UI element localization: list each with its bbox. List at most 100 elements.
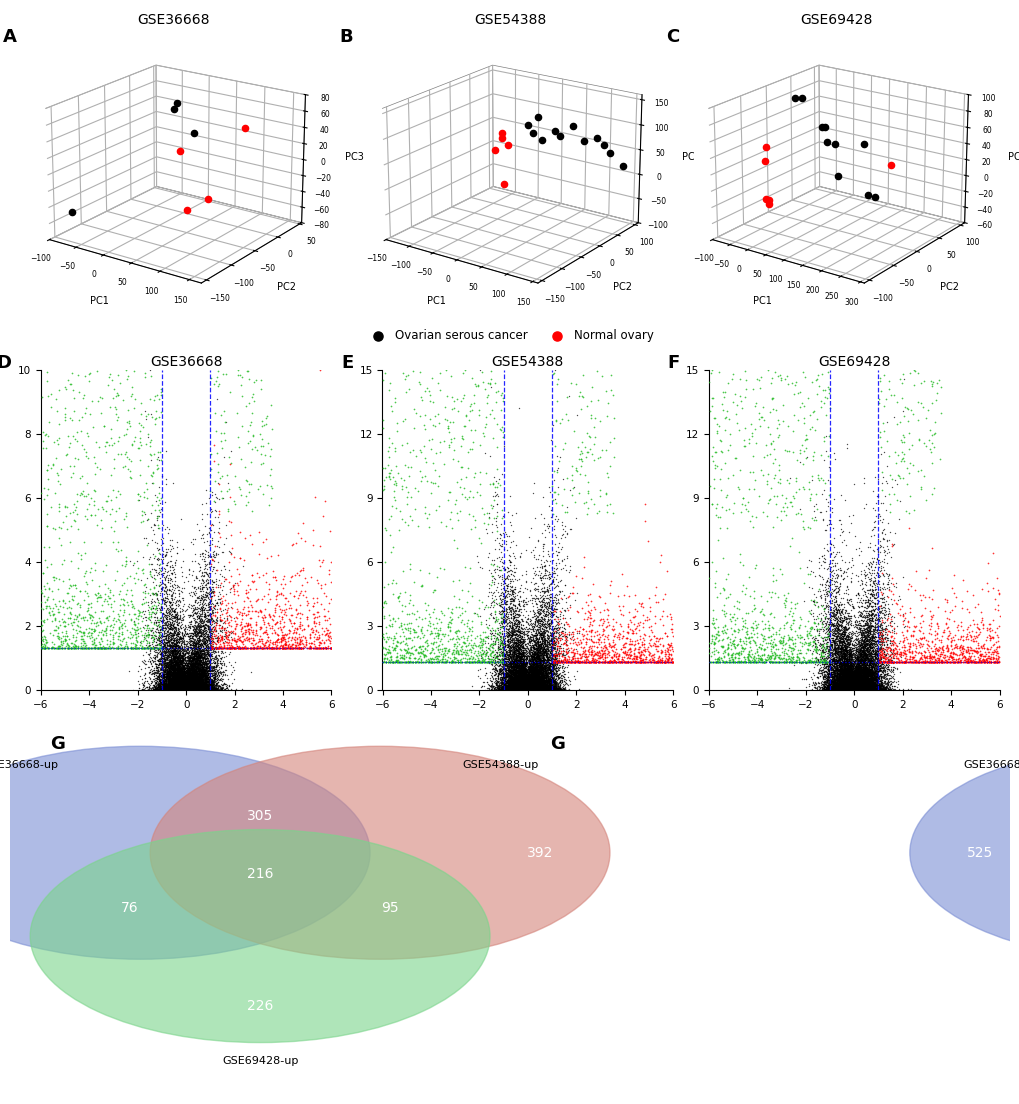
Point — [170, 679, 186, 697]
Point — [172, 678, 189, 696]
Point — [527, 681, 543, 699]
Point — [827, 593, 844, 611]
Point — [186, 675, 203, 692]
Point — [838, 609, 854, 627]
Point — [855, 676, 871, 693]
Point — [833, 678, 849, 696]
Point — [531, 625, 547, 643]
Point — [847, 680, 863, 698]
Point — [525, 677, 541, 694]
Point — [505, 677, 522, 694]
Point — [843, 681, 859, 699]
Point — [156, 656, 172, 673]
Point — [165, 679, 181, 697]
Point — [515, 666, 531, 683]
Point — [189, 650, 205, 668]
Point — [163, 660, 179, 678]
Point — [201, 578, 217, 596]
Point — [547, 646, 564, 664]
Point — [542, 678, 558, 696]
Point — [206, 582, 222, 599]
Point — [544, 634, 560, 651]
Point — [840, 680, 856, 698]
Point — [813, 546, 829, 564]
Point — [856, 675, 872, 692]
Point — [520, 680, 536, 698]
Point — [527, 665, 543, 682]
Point — [511, 680, 527, 698]
Point — [142, 661, 158, 679]
Point — [187, 659, 204, 677]
Point — [835, 645, 851, 662]
Point — [242, 394, 258, 412]
Point — [849, 657, 865, 675]
Point — [853, 646, 869, 664]
Point — [873, 634, 890, 651]
Point — [853, 679, 869, 697]
Point — [150, 681, 166, 699]
Point — [808, 650, 824, 668]
Point — [861, 654, 877, 671]
Point — [517, 681, 533, 699]
Point — [552, 603, 569, 620]
Point — [263, 639, 279, 657]
Point — [530, 671, 546, 689]
Point — [184, 679, 201, 697]
Point — [829, 680, 846, 698]
Point — [610, 646, 627, 664]
Point — [526, 626, 542, 644]
Point — [175, 646, 192, 664]
Point — [180, 622, 197, 639]
Point — [529, 681, 545, 699]
Point — [168, 678, 184, 696]
Point — [194, 587, 210, 605]
Point — [524, 673, 540, 691]
Point — [843, 656, 859, 673]
Point — [541, 679, 557, 697]
Point — [159, 556, 175, 574]
Point — [621, 640, 637, 658]
Point — [859, 643, 875, 660]
Point — [860, 655, 876, 672]
Point — [178, 680, 195, 698]
Point — [853, 681, 869, 699]
Point — [854, 677, 870, 694]
Point — [523, 659, 539, 677]
Point — [276, 639, 292, 657]
Point — [522, 677, 538, 694]
Point — [222, 455, 238, 473]
Point — [553, 657, 570, 675]
Point — [165, 680, 181, 698]
Point — [182, 645, 199, 662]
Point — [586, 651, 602, 669]
Point — [164, 670, 180, 688]
Point — [200, 681, 216, 699]
Point — [125, 615, 142, 633]
Point — [859, 670, 875, 688]
Point — [863, 680, 879, 698]
Point — [525, 633, 541, 650]
Point — [837, 681, 853, 699]
Point — [174, 660, 191, 678]
Point — [173, 672, 190, 690]
Point — [160, 664, 176, 681]
Point — [187, 680, 204, 698]
Point — [764, 654, 781, 671]
Point — [524, 681, 540, 699]
Point — [535, 624, 551, 641]
Point — [850, 678, 866, 696]
Point — [171, 679, 187, 697]
Point — [527, 679, 543, 697]
Point — [185, 652, 202, 670]
Point — [177, 681, 194, 699]
Point — [837, 680, 853, 698]
Point — [843, 679, 859, 697]
Point — [167, 671, 183, 689]
Point — [895, 433, 911, 450]
Point — [517, 680, 533, 698]
Point — [169, 681, 185, 699]
Point — [517, 650, 533, 668]
Point — [202, 649, 218, 667]
Point — [502, 677, 519, 694]
Point — [762, 648, 779, 666]
